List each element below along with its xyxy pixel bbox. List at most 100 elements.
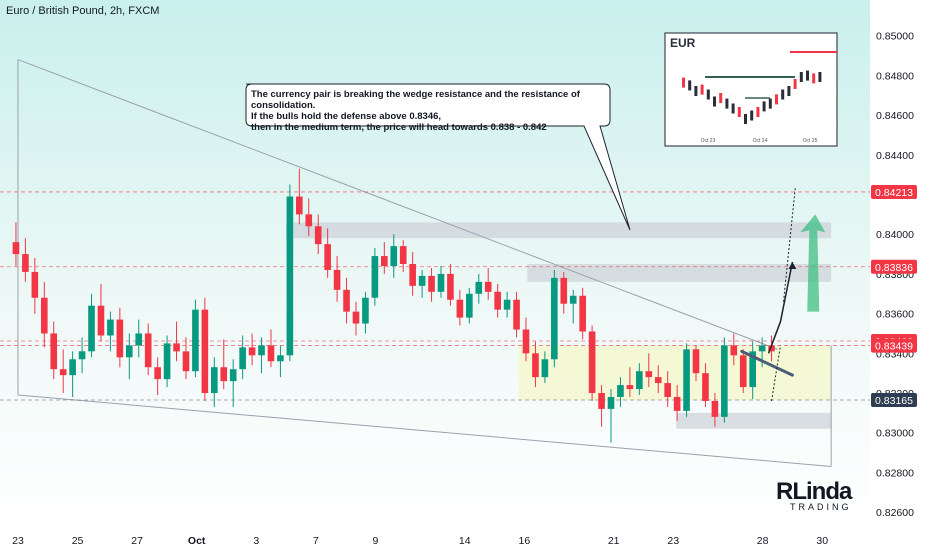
inset-candle: [762, 101, 766, 112]
inset-candle: [781, 89, 785, 100]
x-tick-label: 23: [667, 535, 679, 547]
candle-body: [673, 396, 681, 411]
candle-body: [135, 333, 143, 346]
candle-body: [343, 289, 350, 312]
candle-body: [758, 345, 766, 352]
candle-body: [692, 349, 700, 374]
inset-candle: [694, 86, 698, 96]
candle-body: [97, 305, 105, 336]
inset-x-tick: Oct 24: [753, 138, 768, 144]
x-tick-label: 28: [757, 535, 769, 547]
x-tick-label: 27: [131, 535, 143, 547]
candle-body: [409, 264, 416, 286]
target-path: [782, 186, 796, 302]
rlinda-logo: RLinda TRADING: [776, 478, 852, 512]
candle-body: [163, 343, 171, 380]
candle-body: [437, 273, 445, 292]
candle-body: [399, 246, 407, 264]
x-tick-label: 7: [313, 535, 319, 547]
candle-body: [144, 333, 152, 368]
candle-body: [503, 299, 511, 310]
bullish-arrow: [800, 214, 826, 312]
candle-body: [768, 345, 775, 352]
price-tag: [871, 184, 917, 199]
candle-body: [277, 355, 284, 362]
candle-body: [645, 371, 653, 378]
y-tick-label: 0.82600: [876, 507, 914, 519]
analysis-callout: The currency pair is breaking the wedge …: [251, 89, 603, 133]
logo-text: RLinda: [776, 478, 852, 505]
candle-body: [730, 345, 738, 356]
candle-body: [654, 377, 662, 384]
x-tick-label: 30: [816, 535, 828, 547]
candle-body: [617, 385, 624, 397]
candle-body: [59, 369, 67, 376]
candle-body: [494, 291, 501, 310]
chart-title: Euro / British Pound, 2h, FXCM: [6, 5, 160, 17]
candle-body: [541, 359, 549, 378]
alt-path: [771, 345, 782, 402]
candle-body: [739, 355, 747, 388]
candle-body: [69, 359, 76, 376]
y-tick-label: 0.84000: [876, 229, 914, 241]
logo-subtext: TRADING: [790, 502, 852, 512]
breakout-path: [767, 261, 794, 354]
resistance-band: [286, 222, 832, 239]
x-tick-label: 16: [518, 535, 530, 547]
price-tag-label: 0.83439: [875, 341, 913, 353]
candle-body: [258, 345, 265, 356]
candle-body: [466, 293, 473, 318]
inset-candle: [793, 79, 797, 89]
inset-candle: [688, 80, 692, 91]
candle-body: [447, 273, 454, 300]
candle-body: [484, 281, 492, 292]
candle-body: [390, 246, 398, 266]
inset-candle: [768, 98, 772, 109]
y-tick-label: 0.84800: [876, 70, 914, 82]
candle-body: [475, 281, 483, 294]
candle-body: [522, 329, 530, 354]
candle-body: [220, 367, 228, 382]
price-axis-area: [870, 0, 932, 550]
candle-body: [532, 353, 539, 378]
x-tick-label: 25: [72, 535, 84, 547]
candle-body: [286, 196, 294, 356]
candle-body: [248, 347, 256, 356]
candle-body: [683, 349, 690, 411]
inset-candle: [737, 107, 741, 117]
price-tag: [871, 259, 917, 274]
x-tick-label: 21: [608, 535, 620, 547]
candle-body: [40, 297, 48, 334]
candle-body: [749, 351, 756, 388]
candle-body: [711, 400, 719, 417]
candle-body: [569, 295, 577, 304]
candle-body: [267, 345, 275, 362]
consolidation-zone: [518, 345, 832, 400]
wedge-upper-line: [17, 59, 778, 350]
callout-line-3: then in the medium term, the price will …: [251, 122, 547, 133]
inset-candle: [682, 77, 685, 88]
candle-body: [456, 299, 464, 318]
y-tick-label: 0.84400: [876, 150, 914, 162]
candle-body: [314, 226, 322, 245]
candle-body: [107, 319, 114, 336]
candle-body: [579, 295, 586, 332]
callout-line-1: The currency pair is breaking the wedge …: [251, 89, 580, 111]
candle-body: [588, 331, 596, 394]
candle-body: [702, 373, 709, 401]
candle-body: [239, 347, 246, 370]
candle-body: [513, 299, 520, 330]
inset-candle: [731, 103, 735, 114]
price-tag-label: 0.83165: [875, 395, 913, 407]
breakout-arrowhead: [788, 262, 797, 270]
candle-body: [636, 371, 643, 390]
candle-body: [116, 319, 124, 358]
x-tick-label: 3: [253, 535, 259, 547]
y-tick-label: 0.83000: [876, 428, 914, 440]
x-tick-label: Oct: [188, 535, 206, 547]
candle-body: [125, 345, 133, 358]
candle-body: [664, 383, 671, 397]
candle-body: [333, 269, 341, 290]
